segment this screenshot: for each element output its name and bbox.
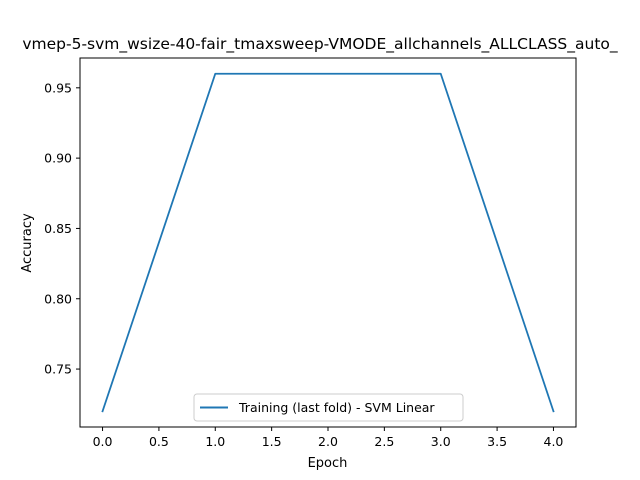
plot-area: 0.0 0.5 1.0 1.5 2.0 2.5 3.0 3.5 4.0 0.75 0.80 0.85 0… [44,57,577,449]
legend-label: Training (last fold) - SVM Linear [238,400,435,415]
legend-box [193,393,464,422]
y-tick-label: 0.80 [44,291,72,306]
x-tick-label: 3.0 [431,434,451,449]
data-point [102,410,104,412]
x-tick-label: 2.5 [374,434,394,449]
legend: Training (last fold) - SVM Linear [193,393,464,422]
data-point [440,73,442,75]
y-tick-label: 0.95 [44,80,72,95]
x-tick-label: 2.0 [318,434,338,449]
x-tick-label: 3.5 [487,434,507,449]
x-tick-label: 4.0 [544,434,564,449]
series-line [101,72,555,413]
data-point [327,73,329,75]
y-tick-label: 0.75 [44,362,72,377]
y-tick-label: 0.85 [44,221,72,236]
x-tick-label: 1.5 [262,434,282,449]
y-axis-label: Accuracy [20,213,35,273]
data-point [553,410,555,412]
chart-title: vmep-5-svm_wsize-40-fair_tmaxsweep-VMODE… [22,35,618,54]
x-axis-label: Epoch [308,456,348,471]
y-tick-label: 0.90 [44,151,72,166]
data-point [214,73,216,75]
x-tick-label: 0.0 [93,434,113,449]
x-tick-label: 1.0 [205,434,225,449]
x-tick-label: 0.5 [149,434,169,449]
